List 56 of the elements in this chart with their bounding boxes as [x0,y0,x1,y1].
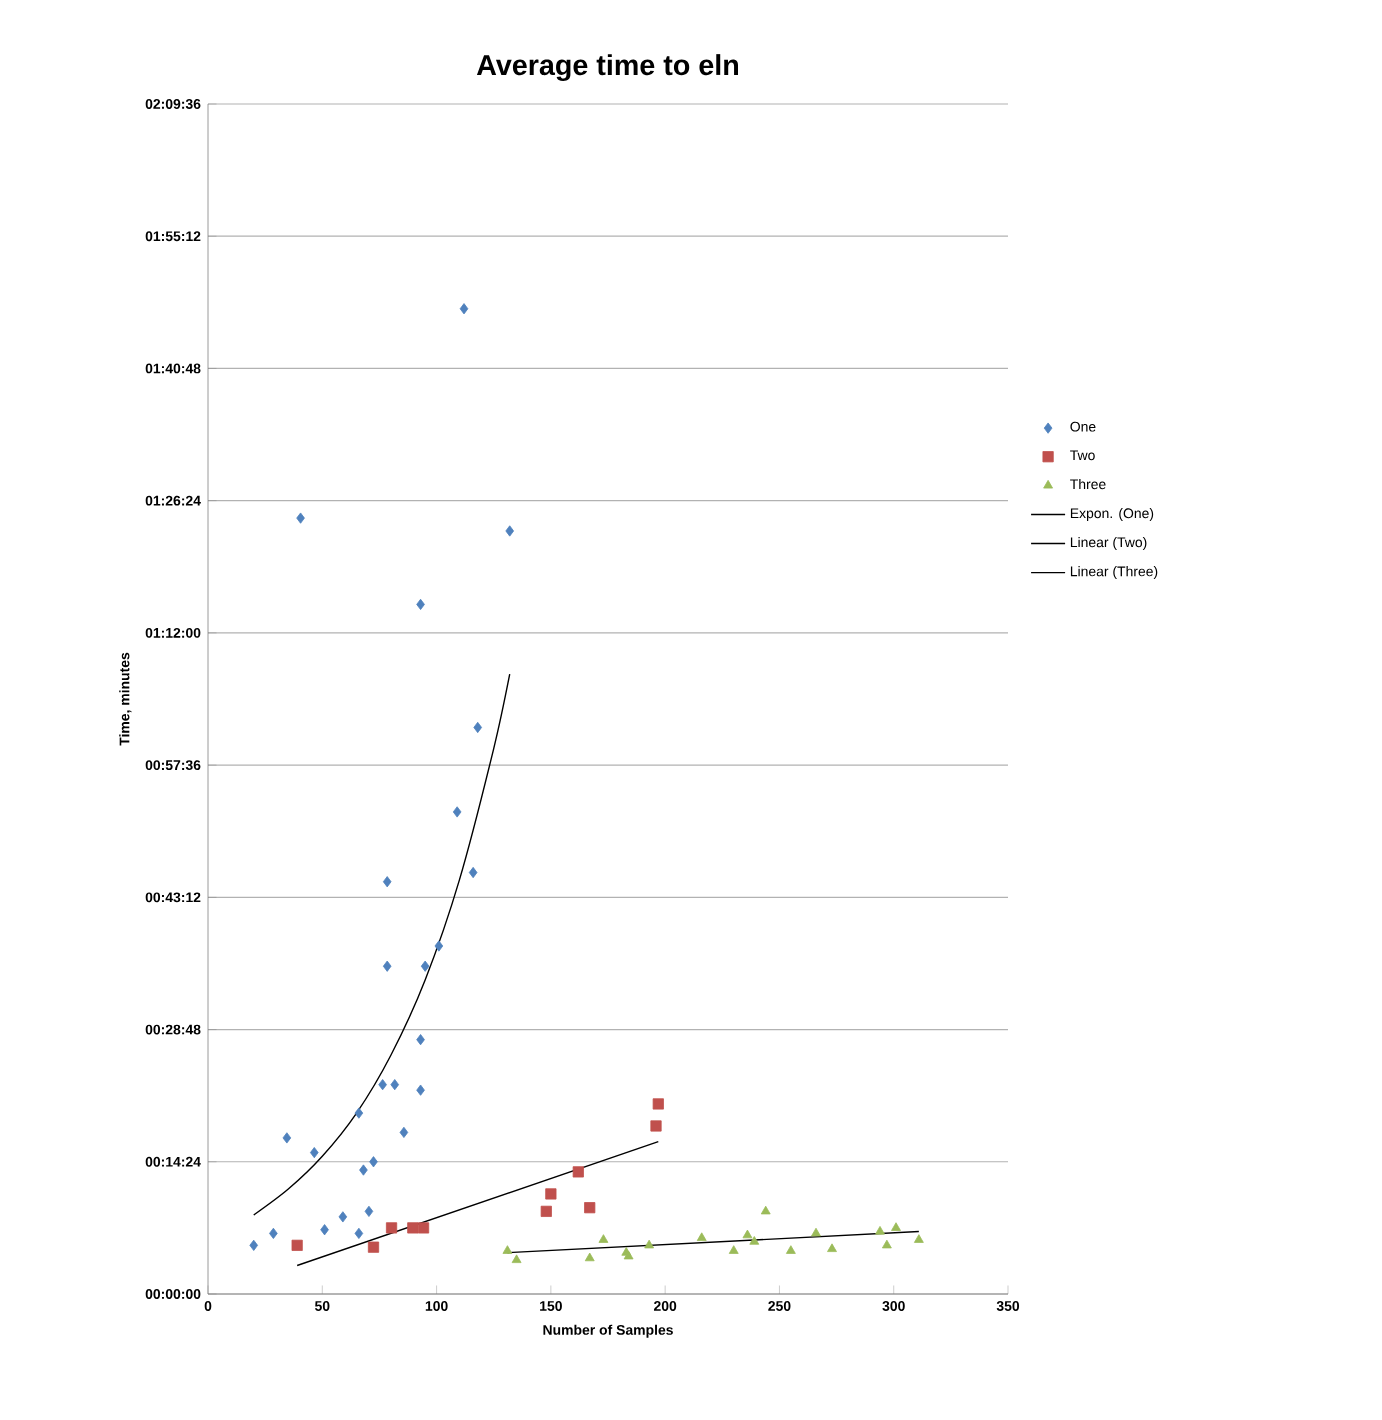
point [540,1205,552,1217]
point [584,1202,596,1214]
point [416,1034,425,1046]
point [382,960,392,972]
point [420,960,430,972]
point [511,1254,522,1264]
point [282,1132,292,1144]
point [399,1126,409,1138]
point [913,1234,924,1243]
point [598,1234,609,1243]
point [502,1245,513,1254]
point [385,1222,398,1234]
point [742,1229,753,1239]
point [354,1107,364,1119]
line-series [253,673,511,1216]
point [650,1120,662,1132]
point [749,1236,760,1245]
point [269,1227,278,1239]
point [417,1222,430,1234]
point [452,806,462,818]
point [310,1147,319,1159]
point [296,512,305,524]
point [407,1222,419,1234]
point [827,1243,837,1252]
point [468,866,478,879]
point [760,1205,771,1215]
point [572,1166,584,1178]
point [584,1252,595,1262]
point [881,1239,892,1249]
point [291,1239,303,1251]
point [811,1227,821,1237]
point [416,598,425,610]
chart-title: Average time to eln [476,54,739,81]
point [382,876,392,888]
point [696,1232,707,1241]
point [354,1227,364,1239]
point [320,1224,329,1236]
point [249,1239,258,1251]
point [338,1211,348,1223]
point [369,1156,378,1168]
point [364,1205,374,1217]
point [785,1245,796,1254]
point [434,940,444,952]
point [416,1084,425,1096]
point [505,525,514,537]
point [728,1245,739,1254]
point [891,1222,901,1231]
point [459,303,469,315]
point [378,1079,387,1091]
point [390,1079,400,1091]
point [367,1241,380,1253]
point [359,1164,368,1176]
point [545,1188,557,1200]
point [644,1239,655,1249]
point [652,1098,664,1110]
point [875,1225,885,1235]
